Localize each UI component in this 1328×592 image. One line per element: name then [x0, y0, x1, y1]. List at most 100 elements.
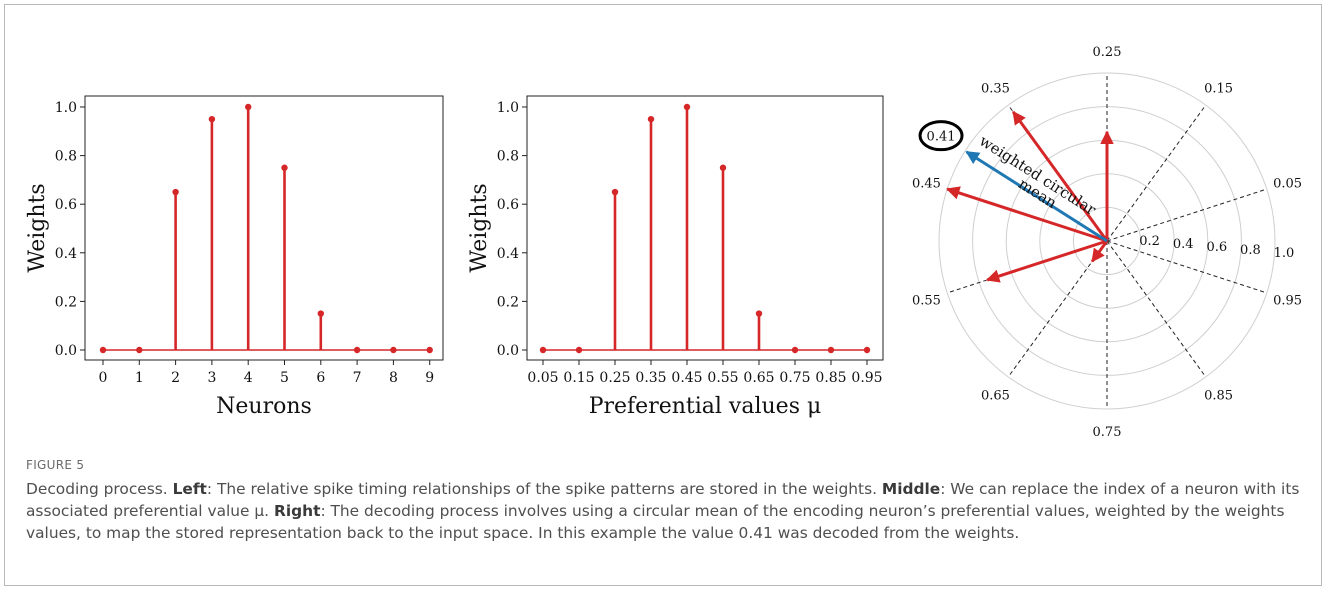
- radial-tick-label: 0.8: [1240, 243, 1261, 258]
- angle-label: 0.05: [1273, 176, 1302, 191]
- angle-label: 0.75: [1093, 425, 1122, 440]
- stem-marker: [317, 310, 324, 317]
- x-tick-label: 8: [389, 370, 398, 386]
- angle-label: 0.55: [912, 294, 941, 309]
- x-tick-label: 0.45: [671, 370, 702, 386]
- caption-left-text: : The relative spike timing relationship…: [206, 480, 882, 498]
- decoded-value-circle: [918, 120, 964, 152]
- angle-label: 0.15: [1204, 81, 1233, 96]
- angle-label: 0.25: [1093, 45, 1122, 60]
- polar-grid-circle: [938, 72, 1276, 410]
- x-tick-label: 3: [207, 370, 216, 386]
- x-tick-label: 0.15: [563, 370, 594, 386]
- angle-label: 0.65: [981, 389, 1010, 404]
- stem-marker: [426, 346, 433, 354]
- radial-tick-label: 1.0: [1274, 246, 1295, 261]
- x-tick-label: 9: [425, 370, 434, 386]
- figure-label: FIGURE 5: [26, 458, 85, 472]
- caption-intro: Decoding process.: [26, 480, 173, 498]
- y-axis-label: Weights: [25, 183, 50, 272]
- polar-spoke: [1106, 188, 1267, 242]
- figure-caption: FIGURE 5 Decoding process. Left: The rel…: [26, 458, 1316, 544]
- x-tick-label: 0.95: [851, 370, 882, 386]
- decoded-value-label: 0.41: [927, 130, 956, 145]
- x-axis-label: Neurons: [216, 394, 312, 419]
- stem-marker: [390, 346, 397, 354]
- caption-left-label: Left: [172, 480, 207, 498]
- mean-vector-arrow: [965, 150, 1108, 243]
- y-tick-label: 0.6: [497, 197, 519, 213]
- y-tick-label: 0.8: [497, 149, 519, 165]
- figure-frame: [4, 4, 1322, 586]
- x-tick-label: 0: [99, 370, 108, 386]
- angle-label: 0.95: [1273, 294, 1302, 309]
- stem-marker: [863, 346, 871, 354]
- y-axis-label: Weights: [467, 183, 492, 272]
- plot-frame: [526, 95, 884, 361]
- x-tick-label: 0.85: [815, 370, 846, 386]
- y-tick-label: 0.0: [55, 343, 77, 359]
- stem-marker: [245, 103, 252, 111]
- weight-vector-arrow: [1011, 110, 1109, 242]
- angle-label: 0.45: [912, 176, 941, 191]
- radial-tick-label: 0.2: [1139, 234, 1160, 249]
- stem-marker: [575, 346, 583, 354]
- polar-spoke: [1106, 240, 1267, 294]
- y-tick-label: 1.0: [55, 100, 77, 116]
- y-tick-label: 0.6: [55, 197, 77, 213]
- x-tick-label: 0.55: [707, 370, 738, 386]
- stem-marker: [827, 346, 835, 354]
- stem-marker: [611, 188, 619, 196]
- x-tick-label: 5: [280, 370, 289, 386]
- caption-right-text: : The decoding process involves using a …: [26, 502, 1285, 542]
- caption-right-label: Right: [273, 502, 321, 520]
- stem-marker: [281, 164, 288, 171]
- stem-marker: [683, 103, 691, 111]
- x-tick-label: 2: [171, 370, 180, 386]
- x-tick-label: 0.35: [635, 370, 666, 386]
- stem-marker: [208, 115, 216, 123]
- y-tick-label: 0.4: [55, 246, 77, 262]
- stem-marker: [719, 164, 727, 171]
- preferential-values-weights-stem-chart: 0.0 0.2 0.4 0.6 0.8 1.0 0.05 0.15 0.25 0.35 0.45 0.…: [467, 95, 884, 419]
- y-tick-label: 0.2: [497, 294, 519, 310]
- radial-tick-label: 0.4: [1173, 237, 1194, 252]
- y-tick-label: 0.4: [497, 246, 519, 262]
- caption-middle-text: : We can replace the index of a neuron w…: [26, 480, 1300, 520]
- caption-middle-label: Middle: [881, 480, 941, 498]
- stem-marker: [755, 310, 763, 317]
- plot-frame: [84, 95, 444, 361]
- stem-marker: [791, 346, 799, 354]
- radial-tick-label: 0.6: [1206, 240, 1227, 255]
- x-tick-label: 0.05: [527, 370, 558, 386]
- y-tick-label: 0.0: [497, 343, 519, 359]
- polar-spoke: [1106, 240, 1207, 378]
- x-tick-label: 7: [353, 370, 362, 386]
- stem-marker: [353, 346, 361, 354]
- polar-decoding-chart: 0.25 0.15 0.05 0.95 0.85 0.75 0.65 0.55 0.45 0.35…: [912, 45, 1302, 440]
- stem-marker: [99, 346, 107, 354]
- y-tick-label: 0.8: [55, 149, 77, 165]
- stem-marker: [539, 346, 547, 354]
- caption-body: Decoding process. Left: The relative spi…: [26, 478, 1316, 544]
- x-tick-label: 0.25: [599, 370, 630, 386]
- y-tick-label: 1.0: [497, 100, 519, 116]
- x-tick-label: 0.65: [743, 370, 774, 386]
- stem-marker: [647, 115, 655, 123]
- angle-label: 0.85: [1204, 389, 1233, 404]
- x-tick-label: 1: [135, 370, 144, 386]
- stem-marker: [136, 346, 143, 354]
- y-tick-label: 0.2: [55, 294, 77, 310]
- weight-vector-arrow: [945, 186, 1108, 243]
- polar-spoke: [1007, 240, 1108, 378]
- weight-vector-arrow: [985, 239, 1108, 283]
- angle-label: 0.35: [981, 81, 1010, 96]
- x-axis-label: Preferential values μ: [589, 394, 822, 419]
- x-tick-label: 6: [316, 370, 325, 386]
- x-tick-label: 4: [244, 370, 253, 386]
- weight-vector-arrow: [1090, 240, 1109, 263]
- x-tick-label: 0.75: [779, 370, 810, 386]
- neurons-weights-stem-chart: 0.0 0.2 0.4 0.6 0.8 1.0 0 1 2 3 4 5 6 7 8 9 Weights Neuro…: [25, 95, 444, 419]
- polar-spoke: [1106, 104, 1207, 242]
- stem-marker: [172, 188, 179, 196]
